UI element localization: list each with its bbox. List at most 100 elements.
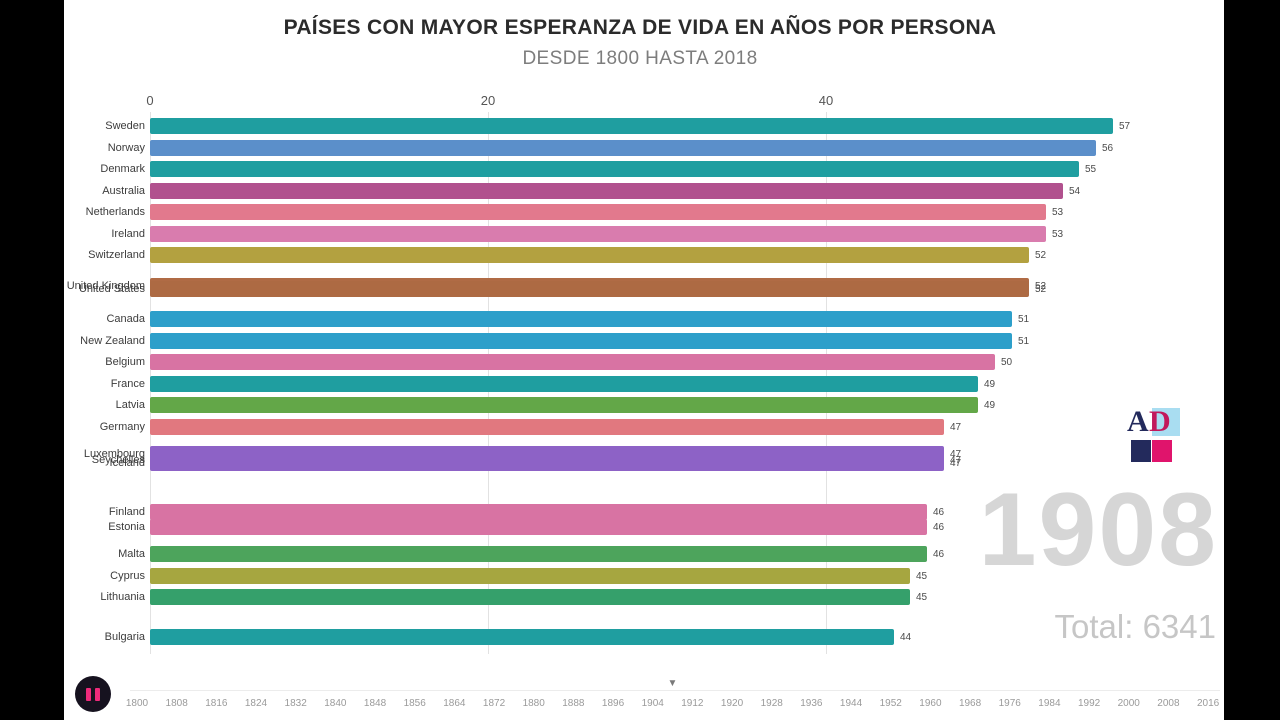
bar-label: Seychelles — [91, 454, 145, 466]
bar — [150, 226, 1046, 242]
bar — [150, 376, 978, 392]
timeline-year: 1928 — [760, 698, 783, 709]
bar-label: Malta — [118, 548, 145, 560]
bar-label: Norway — [107, 142, 145, 154]
timeline-year: 1992 — [1077, 698, 1101, 709]
bar-value: 55 — [1085, 164, 1097, 175]
bar-label: Cyprus — [110, 570, 145, 582]
bar-value: 54 — [1069, 186, 1081, 197]
bar-label: Latvia — [115, 399, 145, 411]
bar-value: 57 — [1119, 121, 1131, 132]
bar — [150, 455, 944, 471]
bar-value: 45 — [916, 592, 928, 603]
bar — [150, 161, 1079, 177]
bar-label: Belgium — [105, 356, 145, 368]
bar-value: 52 — [1035, 281, 1047, 292]
bar-label: Denmark — [100, 163, 145, 175]
bar-value: 53 — [1052, 229, 1064, 240]
bar-label: Lithuania — [100, 591, 145, 603]
timeline-year: 1888 — [562, 698, 585, 709]
bar-label: United States — [78, 283, 145, 295]
timeline-year: 1936 — [800, 698, 823, 709]
timeline-year: 1840 — [324, 698, 347, 709]
bar — [150, 118, 1113, 134]
bar — [150, 589, 910, 605]
timeline-year: 1912 — [681, 698, 704, 709]
timeline-year: 2008 — [1157, 698, 1180, 709]
bar — [150, 281, 1029, 297]
brand-logo: A D — [1120, 405, 1182, 465]
bar — [150, 247, 1029, 263]
chart-title: PAÍSES CON MAYOR ESPERANZA DE VIDA EN AÑ… — [283, 16, 997, 39]
timeline-year: 1880 — [522, 698, 545, 709]
bar-value: 44 — [900, 632, 912, 643]
timeline-year: 1824 — [244, 698, 268, 709]
timeline-year: 1856 — [403, 698, 426, 709]
bar-label: Bulgaria — [104, 631, 145, 643]
bar — [150, 546, 927, 562]
bar-label: Germany — [99, 421, 145, 433]
timeline-year: 1920 — [720, 698, 744, 709]
timeline-year: 1800 — [125, 698, 149, 709]
timeline-year: 1968 — [958, 698, 982, 709]
bar-value: 51 — [1018, 336, 1030, 347]
bar — [150, 568, 910, 584]
timeline-year: 1808 — [165, 698, 188, 709]
timeline-position-marker[interactable]: ▼ — [667, 678, 678, 689]
bar-value: 50 — [1001, 357, 1013, 368]
bar — [150, 183, 1063, 199]
logo-pink-square — [1152, 440, 1172, 462]
letterbox-right — [1224, 0, 1280, 720]
bar-value: 46 — [933, 507, 945, 518]
bar-label: United Kingdom — [66, 280, 145, 292]
timeline-year: 1952 — [879, 698, 902, 709]
bar-value: 52 — [1035, 250, 1047, 261]
timeline-year: 1904 — [641, 698, 664, 709]
bar — [150, 397, 978, 413]
bar-label: Canada — [106, 313, 145, 325]
bar-label: Australia — [102, 185, 145, 197]
logo-navy-square — [1131, 440, 1151, 462]
bar-value: 47 — [950, 422, 962, 433]
axis-tick-label: 40 — [818, 93, 834, 108]
timeline-year: 1872 — [482, 698, 506, 709]
timeline-year: 2000 — [1117, 698, 1140, 709]
pause-button[interactable] — [75, 676, 111, 712]
timeline-year: 1896 — [601, 698, 625, 709]
bar-label: Sweden — [105, 120, 145, 132]
bar-value: 56 — [1102, 143, 1114, 154]
letterbox-left — [0, 0, 64, 720]
bar — [150, 204, 1046, 220]
axis-tick-label: 20 — [480, 93, 496, 108]
bar-label: Switzerland — [88, 249, 145, 261]
timeline-year: 1864 — [443, 698, 466, 709]
bar-value: 53 — [1052, 207, 1064, 218]
pause-icon — [75, 676, 111, 712]
bar-value: 51 — [1018, 314, 1030, 325]
logo-lightblue-square — [1152, 408, 1180, 436]
bar — [150, 504, 927, 520]
bar-label: Netherlands — [85, 206, 145, 218]
bar-value: 45 — [916, 571, 928, 582]
bar-label: Estonia — [108, 521, 145, 533]
chart-subtitle: DESDE 1800 HASTA 2018 — [522, 48, 758, 69]
bar-label: New Zealand — [80, 335, 145, 347]
bar — [150, 419, 944, 435]
bar-value: 49 — [984, 379, 996, 390]
timeline-year: 1848 — [363, 698, 387, 709]
timeline-year: 1984 — [1038, 698, 1061, 709]
timeline-year: 1816 — [205, 698, 228, 709]
axis-tick-label: 0 — [146, 93, 154, 108]
bar-value: 47 — [950, 455, 962, 466]
bar — [150, 311, 1012, 327]
timeline-track[interactable] — [130, 690, 1220, 691]
bar-value: 47 — [950, 458, 962, 469]
bar-label: Luxembourg — [83, 448, 145, 460]
bar-value: 52 — [1035, 284, 1047, 295]
logo-letter-d: D — [1149, 405, 1171, 438]
bar-value: 49 — [984, 400, 996, 411]
bar — [150, 519, 927, 535]
timeline-scrubber[interactable]: ▼ 1800 1808 1816 1824 1832 1840 1848 1856 1864 18… — [0, 670, 1280, 720]
bar-value: 47 — [950, 449, 962, 460]
